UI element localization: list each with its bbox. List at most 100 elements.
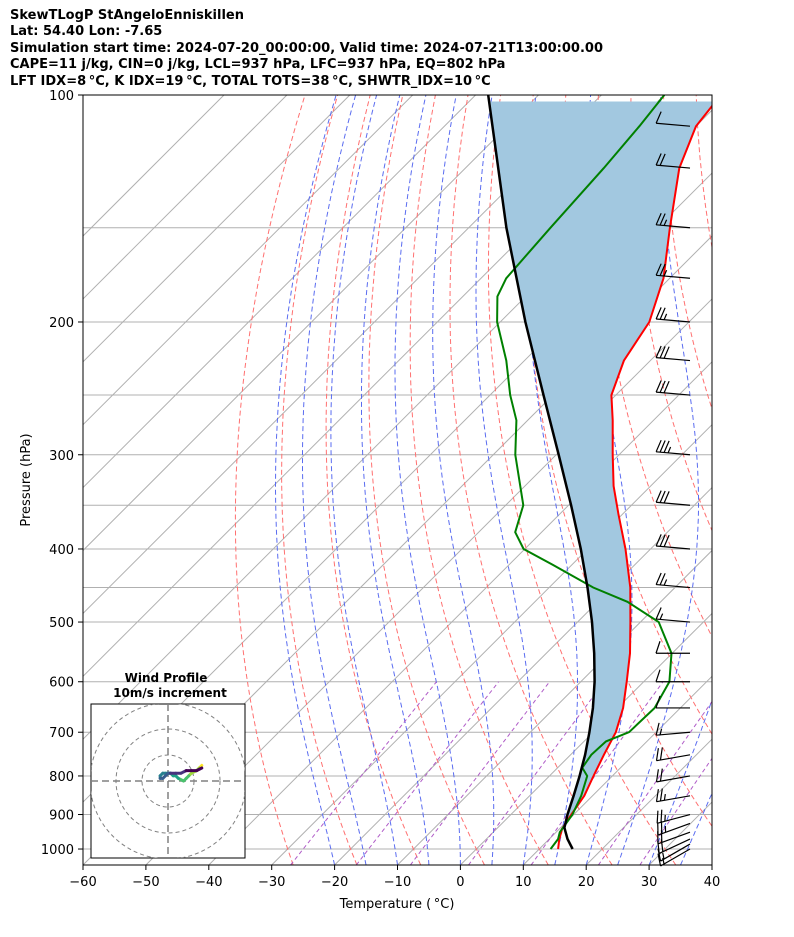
dry-adiabat-line: [596, 95, 712, 638]
parcel-line: [486, 95, 596, 850]
mixing-ratio-line: [597, 700, 712, 865]
hodograph-segment: [195, 766, 204, 773]
dewpoint-line: [496, 95, 673, 850]
wind-barb-flag: [663, 491, 670, 504]
wind-barb-flag: [655, 722, 660, 736]
x-tick-label: 30: [641, 875, 658, 890]
dry-adiabat-line: [729, 95, 794, 865]
wind-barb-staff: [657, 822, 691, 836]
y-tick-label: 500: [49, 616, 74, 631]
y-tick-label: 700: [49, 726, 74, 741]
mixing-ratio-line: [409, 681, 550, 865]
wind-barb-staff: [656, 501, 691, 506]
dry-adiabat-line: [325, 95, 422, 865]
moist-adiabat-line: [526, 95, 578, 865]
x-tick-label: −10: [384, 875, 411, 890]
wind-barb-half-flag: [663, 313, 668, 320]
wind-barb-flag: [655, 263, 662, 276]
dry-adiabat-line: [487, 95, 677, 865]
wind-barb-staff: [660, 848, 691, 867]
isotherm-line: [83, 95, 351, 363]
wind-barb-flag: [655, 748, 659, 761]
dry-adiabat-line: [663, 95, 712, 411]
wind-barb-staff: [656, 795, 691, 803]
wind-barb-flag: [659, 153, 666, 166]
mixing-ratio-lines: [290, 681, 712, 865]
wind-barbs: [655, 111, 691, 867]
mixing-ratio-line: [468, 681, 605, 865]
dry-adiabat-line: [525, 95, 712, 828]
y-tick-label: 900: [49, 809, 74, 824]
wind-barb-flag: [659, 380, 666, 393]
wind-barb-flag: [659, 263, 666, 276]
simulation-time: Simulation start time: 2024-07-20_00:00:…: [10, 40, 603, 56]
isotherm-line: [83, 95, 414, 426]
wind-barb-half-flag: [663, 793, 666, 801]
wind-barb-half-flag: [662, 852, 665, 860]
wind-barb-half-flag: [667, 446, 672, 454]
isotherm-line: [775, 95, 794, 865]
x-tick-label: 40: [704, 875, 721, 890]
wind-barb-flag: [655, 534, 662, 547]
wind-barb-flag: [655, 572, 662, 585]
mixing-ratio-line: [639, 757, 712, 865]
y-tick-label: 300: [49, 449, 74, 464]
isotherm-line: [334, 486, 712, 865]
wind-barb-flag: [663, 440, 670, 453]
wind-barb-flag: [655, 307, 662, 320]
isotherm-line: [83, 95, 225, 237]
wind-barb-flag: [660, 809, 663, 823]
y-tick-label: 400: [49, 543, 74, 558]
lat-lon: Lat: 54.40 Lon: -7.65: [10, 24, 163, 40]
x-tick-label: 0: [456, 875, 464, 890]
wind-barb-staff: [656, 545, 691, 550]
wind-barb-flag: [659, 346, 666, 359]
inset-title: Wind Profile: [125, 671, 208, 685]
x-tick-label: −60: [69, 875, 96, 890]
wind-barb-flag: [659, 788, 663, 802]
dry-adiabat-line: [761, 95, 794, 865]
dry-adiabat-line: [234, 95, 306, 865]
x-axis-label: Temperature ( °C): [339, 897, 455, 912]
wind-barb-staff: [656, 754, 691, 762]
moist-adiabat-line: [302, 95, 367, 865]
y-tick-label: 1000: [41, 843, 74, 858]
wind-barb-flag: [657, 853, 662, 867]
isotherm-line: [83, 95, 539, 552]
wind-barb-half-flag: [659, 728, 663, 735]
wind-barb-flag: [655, 212, 662, 226]
isotherm-line: [711, 864, 712, 865]
moist-adiabat-line: [394, 95, 461, 865]
wind-barb-staff: [656, 356, 691, 362]
wind-barb-flag: [655, 607, 662, 620]
mixing-ratio-line: [355, 681, 499, 865]
wind-barb-flag: [655, 490, 662, 503]
chart-header: SkewTLogP StAngeloEnniskillen Lat: 54.40…: [10, 8, 780, 90]
wind-barb-flag: [655, 345, 662, 358]
y-axis-label: Pressure (hPa): [19, 433, 34, 526]
x-tick-label: −30: [258, 875, 285, 890]
wind-barb-flag: [659, 747, 663, 761]
wind-barb-flag: [656, 810, 659, 824]
moist-adiabat-line: [432, 95, 495, 865]
inset-subtitle: 10m/s increment: [113, 686, 227, 700]
wind-barb-flag: [655, 769, 659, 782]
wind-barb-half-flag: [663, 219, 668, 226]
wind-barb-half-flag: [659, 613, 664, 620]
wind-barb-flag: [663, 380, 670, 394]
dry-adiabat-line: [409, 95, 549, 865]
wind-barb-staff: [656, 122, 691, 127]
wind-barb-flag: [655, 669, 661, 682]
wind-barb-half-flag: [662, 857, 665, 865]
moist-adiabat-line: [275, 95, 337, 865]
wind-barb-flag: [659, 307, 666, 320]
moist-adiabat-line: [711, 863, 712, 865]
y-tick-label: 200: [49, 316, 74, 331]
wind-barb-flag: [659, 768, 663, 782]
y-tick-label: 800: [49, 770, 74, 785]
wind-barb-staff: [657, 813, 691, 824]
wind-barb-staff: [656, 224, 691, 229]
dry-adiabat-line: [281, 95, 358, 865]
wind-barb-flag: [655, 111, 662, 124]
